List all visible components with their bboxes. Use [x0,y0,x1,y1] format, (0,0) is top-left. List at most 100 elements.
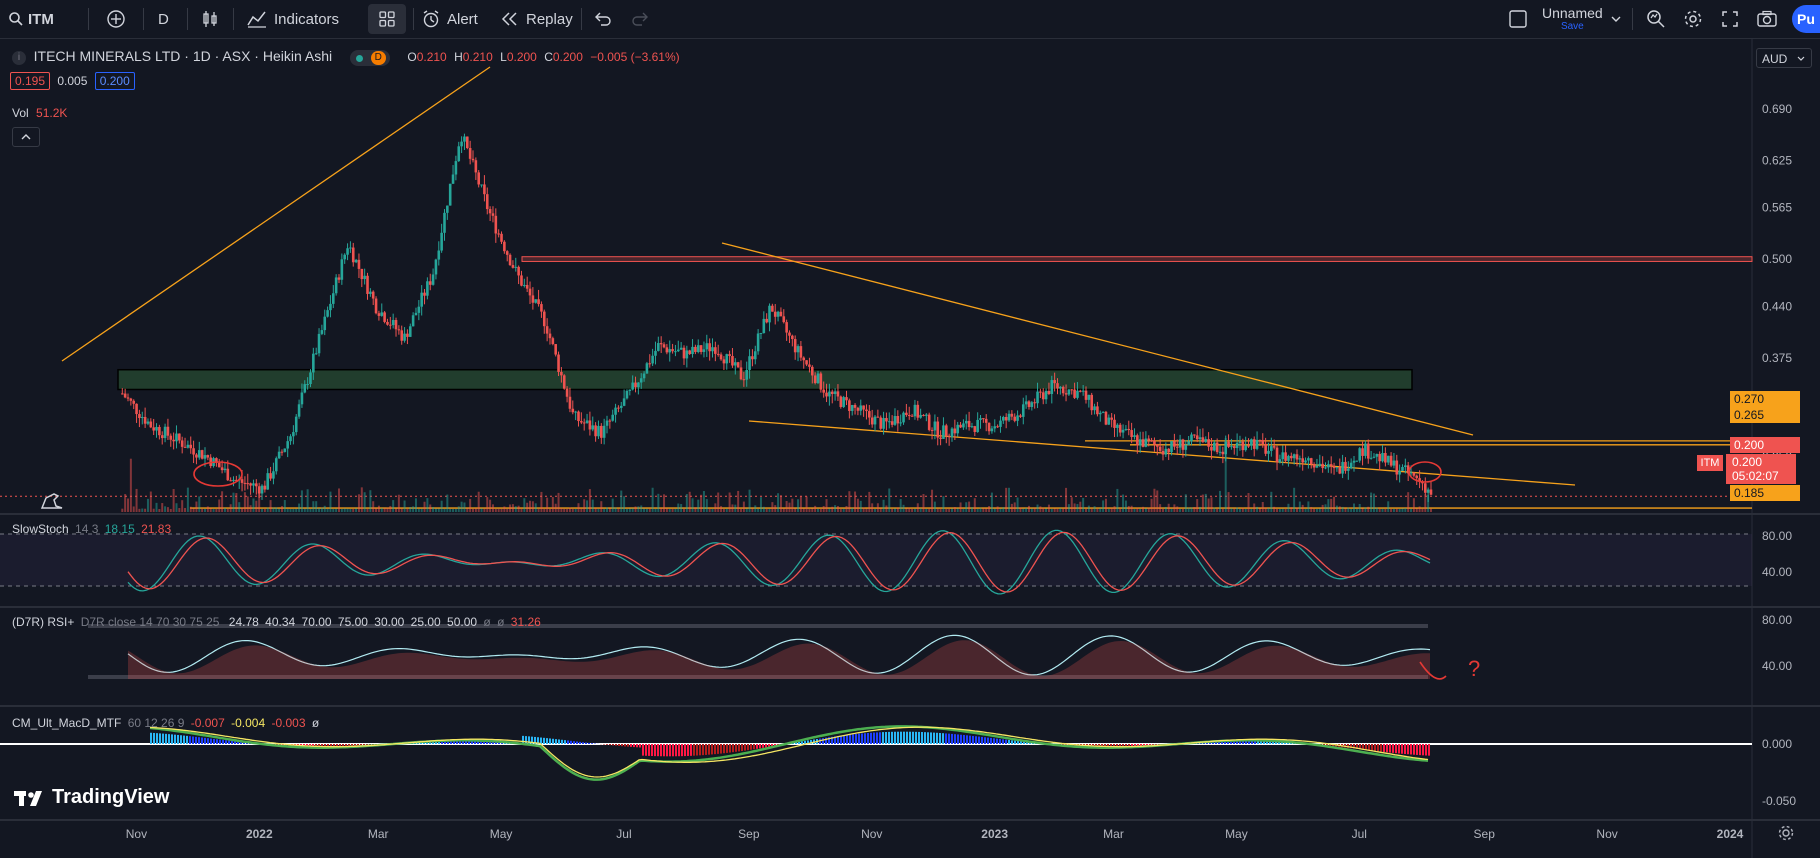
candle-body [334,277,338,294]
candle-body [517,266,520,276]
candle-body [1036,391,1039,404]
macd-bar [522,735,524,744]
collapse-legend-button[interactable] [12,127,40,147]
layout-save: Save [1560,21,1584,32]
tradingview-logo[interactable]: TradingView [14,786,169,809]
macd-bar [873,732,875,744]
volume-bar [705,499,708,512]
snapshot-button[interactable] [1756,0,1778,38]
volume-bar [335,508,338,512]
volume-bar [1147,507,1150,512]
volume-bar [643,508,646,512]
volume-bar [198,496,201,512]
volume-bar [563,508,566,512]
macd-bar [621,744,623,747]
macd-bar [1383,744,1385,752]
volume-bar [423,501,426,512]
volume-bar [1144,508,1147,512]
bid-box[interactable]: 0.195 [10,72,51,90]
info-icon[interactable]: i [12,50,26,65]
indicators-button[interactable]: Indicators [246,0,339,38]
candle-body [1059,386,1062,389]
currency-select[interactable]: AUD [1756,48,1812,68]
publish-button[interactable]: Pu [1792,5,1820,33]
time-tick-label: 2024 [1717,827,1744,841]
macd-bar [918,731,920,744]
candle-body [1361,448,1364,456]
redo-button[interactable] [630,0,650,38]
candle-body [374,298,378,314]
volume-bar [1042,507,1045,512]
chart-area[interactable]: 0.6900.6250.5650.5000.4400.3750.3150.250… [0,39,1820,858]
layout-checkbox[interactable] [1508,0,1528,38]
templates-button[interactable] [368,4,406,34]
market-status[interactable]: D [349,49,390,66]
volume-bar [834,505,837,512]
compare-button[interactable] [106,0,126,38]
replay-button[interactable]: Replay [500,0,573,38]
volume-bar [611,498,614,512]
candle-body [169,435,173,440]
time-axis-settings-button[interactable] [1776,823,1796,848]
macd-bar [612,744,614,746]
candle-body [580,421,583,423]
ask-box[interactable]: 0.200 [94,72,135,90]
volume-bar [1204,493,1207,512]
volume-bar [631,508,634,512]
chart-type-button[interactable] [201,0,219,38]
volume-bar [811,508,814,512]
macd-bar [720,744,722,754]
volume-bar [896,507,899,512]
macd-bar [633,744,635,748]
stoch-tick-label: 80.00 [1762,529,1792,543]
alert-button[interactable]: Alert [421,0,478,38]
candle-body [916,404,920,418]
settings-button[interactable] [1682,0,1704,38]
layout-name-button[interactable]: Unnamed Save [1542,0,1603,38]
volume-bar [486,497,489,512]
volume-bar [754,505,757,512]
interval-button[interactable]: D [158,10,169,28]
volume-bar [1427,494,1430,512]
macd-bar [747,744,749,751]
macd-bar [1101,744,1103,747]
volume-bar [625,508,628,512]
volume-bar [737,490,740,512]
volume-bar [1264,507,1267,512]
volume-bar [1256,506,1259,512]
chart-canvas[interactable]: 0.6900.6250.5650.5000.4400.3750.3150.250… [0,39,1820,858]
candle-body [1201,437,1205,442]
volume-bar [603,508,606,512]
rsi-lower-band [88,675,1428,679]
macd-bar [1422,744,1424,756]
candle-body [183,446,187,448]
symbol-search[interactable]: ITM [8,0,54,38]
macd-bar [657,744,659,757]
undo-button[interactable] [593,0,613,38]
macd-bar [213,738,215,744]
candle-body [280,451,284,453]
candle-body [1079,390,1082,392]
o-label: O [407,50,417,64]
volume-bar [312,501,315,512]
macd-bar [801,741,803,744]
volume-bar [1016,497,1019,512]
indicators-icon [247,11,266,28]
candle-body [785,322,788,333]
layout-menu-button[interactable] [1610,0,1622,38]
volume-bar [950,508,953,512]
volume-bar [774,505,777,512]
volume-bar [135,488,138,512]
quick-search-button[interactable] [1645,0,1667,38]
fullscreen-button[interactable] [1720,0,1740,38]
candle-body [483,184,486,195]
volume-bar [591,499,594,512]
candle-body [1130,430,1133,437]
volume-bar [175,503,178,512]
candle-body [582,422,586,424]
macd-bar [765,744,767,748]
volume-bar [548,508,551,512]
volume-bar [771,502,774,512]
candle-body [1070,389,1074,391]
macd-bar [561,739,563,744]
